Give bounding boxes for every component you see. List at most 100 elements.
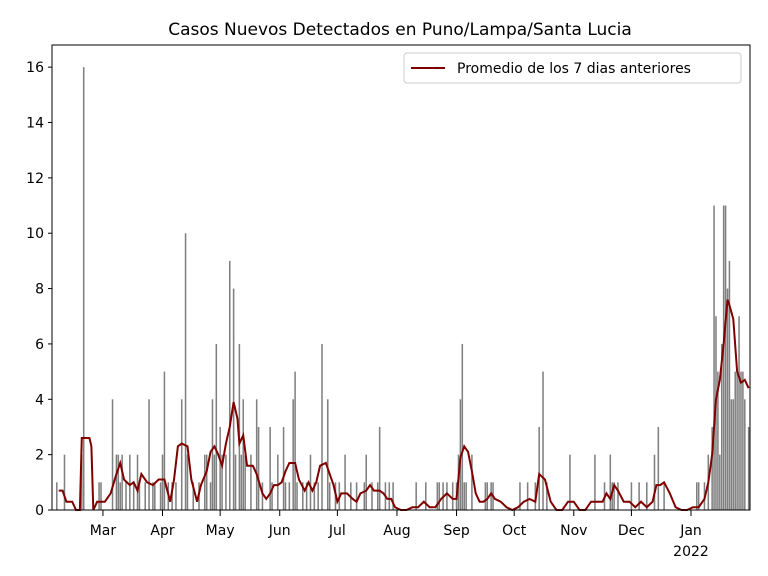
bar <box>538 426 540 510</box>
bar <box>742 371 744 510</box>
bar <box>365 454 367 510</box>
bar <box>296 482 298 510</box>
bar <box>250 454 252 510</box>
bar <box>63 454 66 510</box>
bar <box>213 454 216 510</box>
bar <box>327 399 329 510</box>
bar <box>56 482 58 510</box>
bar <box>546 482 548 510</box>
bar <box>211 399 214 510</box>
bar <box>204 454 206 510</box>
bar <box>638 482 640 510</box>
bar <box>724 205 727 511</box>
bar <box>719 454 721 510</box>
y-tick-label: 12 <box>26 171 44 187</box>
bar <box>117 454 120 510</box>
y-tick-label: 10 <box>26 226 44 242</box>
chart-title: Casos Nuevos Detectados en Puno/Lampa/Sa… <box>168 20 632 40</box>
bar <box>261 482 264 510</box>
bar <box>738 316 740 510</box>
bar <box>611 482 613 510</box>
bar <box>609 454 612 510</box>
bar <box>519 482 521 510</box>
bar <box>138 482 141 510</box>
bar <box>205 454 208 510</box>
bar <box>657 426 660 510</box>
y-tick-label: 4 <box>35 392 44 408</box>
bar <box>713 205 715 511</box>
bar <box>328 482 331 510</box>
bar <box>355 482 358 510</box>
bar <box>617 482 619 510</box>
bar <box>244 454 246 510</box>
bar <box>148 399 150 510</box>
bar <box>695 482 698 510</box>
bar <box>163 371 166 510</box>
bar <box>136 454 139 510</box>
bar <box>125 482 127 510</box>
bar <box>484 482 487 510</box>
bar <box>740 371 742 510</box>
x-tick-label: Sep <box>443 523 470 539</box>
bar <box>425 482 427 510</box>
bar <box>726 288 729 510</box>
plot-frame <box>51 44 751 511</box>
bar <box>82 67 85 511</box>
y-tick-label: 14 <box>26 116 44 132</box>
bar <box>732 399 735 510</box>
bar <box>257 426 260 510</box>
bar <box>736 371 738 510</box>
bar <box>282 426 285 510</box>
bar <box>711 426 713 510</box>
bar <box>542 371 544 510</box>
bar <box>192 482 195 510</box>
bar <box>129 454 131 510</box>
bar <box>238 343 241 510</box>
y-tick-label: 6 <box>35 337 44 353</box>
x-tick-label: Jul <box>328 523 346 539</box>
bar <box>159 482 162 510</box>
bar <box>221 454 223 510</box>
bar <box>734 371 736 510</box>
y-tick-label: 16 <box>26 60 44 76</box>
bar <box>277 454 279 510</box>
bar <box>630 482 633 510</box>
bar <box>451 482 454 510</box>
bar <box>465 482 467 510</box>
bar <box>242 399 244 510</box>
bar <box>720 343 723 510</box>
bar <box>594 454 596 510</box>
x-tick-label: May <box>206 523 235 539</box>
x-tick-label: Apr <box>150 523 174 539</box>
bar <box>313 482 316 510</box>
bar <box>209 482 212 510</box>
bar <box>161 454 164 510</box>
bar <box>115 454 118 510</box>
bar <box>471 454 473 510</box>
bar <box>463 482 465 510</box>
x-tick-label: Mar <box>90 523 117 539</box>
bar <box>646 482 648 510</box>
bar <box>175 482 177 510</box>
bar <box>294 371 296 510</box>
bar <box>569 454 571 510</box>
bar <box>255 399 258 510</box>
bar <box>144 482 146 510</box>
bar <box>376 482 379 510</box>
x-tick-label: Dec <box>618 523 645 539</box>
bar <box>284 482 287 510</box>
bar <box>225 454 227 510</box>
bar <box>363 482 366 510</box>
bar <box>305 482 308 510</box>
bar <box>697 482 700 510</box>
bar <box>132 482 135 510</box>
bar <box>438 482 441 510</box>
y-tick-label: 2 <box>35 448 44 464</box>
bar <box>613 482 615 510</box>
bar <box>121 454 123 510</box>
bar <box>388 482 391 510</box>
bar <box>219 426 221 510</box>
bar <box>184 233 187 510</box>
